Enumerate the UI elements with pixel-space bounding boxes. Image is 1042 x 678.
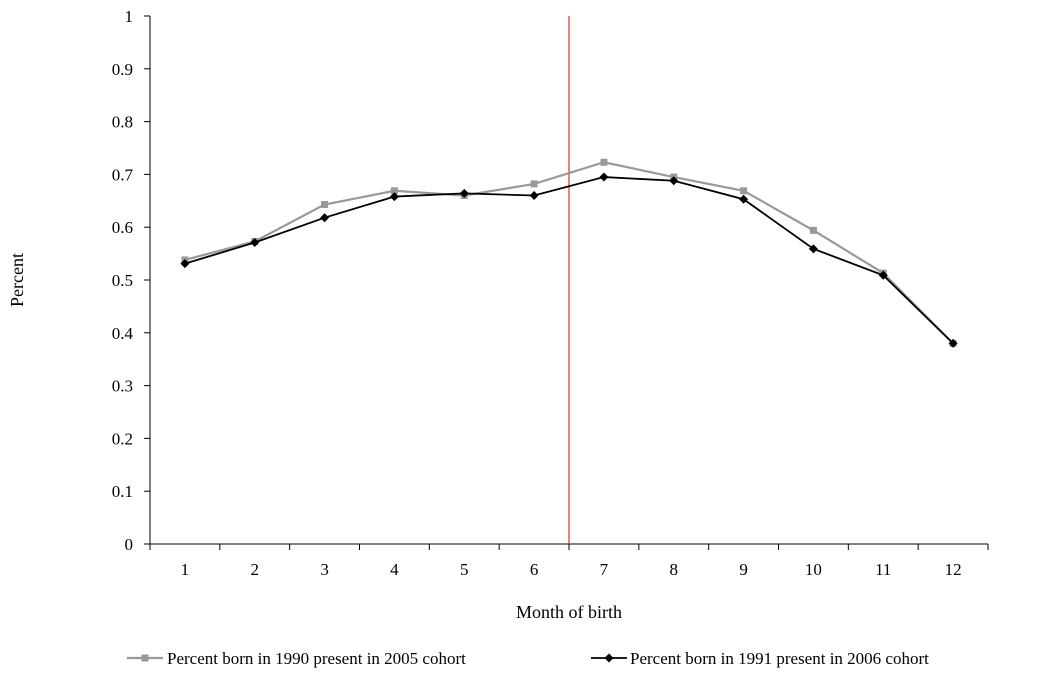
x-tick-label: 1 <box>181 560 190 579</box>
x-tick-label: 6 <box>530 560 539 579</box>
data-point <box>669 176 679 186</box>
legend-item-1: Percent born in 1990 present in 2005 coh… <box>127 649 466 668</box>
legend-label: Percent born in 1991 present in 2006 coh… <box>630 649 929 668</box>
data-point <box>809 226 817 234</box>
legend: Percent born in 1990 present in 2005 coh… <box>127 649 929 668</box>
y-tick-label: 0.9 <box>112 60 133 79</box>
legend-label: Percent born in 1990 present in 2005 coh… <box>167 649 466 668</box>
x-tick-label: 11 <box>875 560 891 579</box>
data-point <box>320 213 330 223</box>
series-2 <box>180 172 958 348</box>
y-tick-label: 0.2 <box>112 429 133 448</box>
axis-labels: Month of birth Percent <box>7 253 622 622</box>
data-point <box>180 259 190 269</box>
y-tick-label: 0.4 <box>112 324 134 343</box>
x-tick-label: 8 <box>670 560 679 579</box>
x-tick-label: 5 <box>460 560 469 579</box>
x-tick-label: 7 <box>600 560 609 579</box>
data-point <box>390 187 398 195</box>
data-point <box>529 191 539 201</box>
x-tick-label: 4 <box>390 560 399 579</box>
series-layer <box>180 158 958 348</box>
data-point <box>321 200 329 208</box>
series-line <box>184 176 954 345</box>
data-point <box>878 270 888 280</box>
x-axis-title: Month of birth <box>516 602 622 622</box>
data-point <box>948 338 958 348</box>
data-point <box>739 194 749 204</box>
x-tick-label: 12 <box>945 560 962 579</box>
data-point <box>250 238 260 248</box>
y-tick-label: 0.8 <box>112 113 133 132</box>
data-point <box>599 172 609 182</box>
legend-item-2: Percent born in 1991 present in 2006 coh… <box>591 649 929 668</box>
y-tick-label: 0.1 <box>112 482 133 501</box>
y-tick-label: 0.3 <box>112 377 133 396</box>
data-point <box>740 187 748 195</box>
legend-swatch-marker <box>141 654 149 662</box>
data-point <box>389 192 399 202</box>
data-point <box>459 188 469 198</box>
legend-swatch-marker <box>604 653 614 663</box>
y-tick-label: 1 <box>125 7 134 26</box>
y-tick-label: 0.6 <box>112 218 133 237</box>
y-tick-label: 0.7 <box>112 165 134 184</box>
data-point <box>600 158 608 166</box>
x-tick-label: 2 <box>251 560 260 579</box>
y-tick-label: 0.5 <box>112 271 133 290</box>
y-tick-label: 0 <box>125 535 134 554</box>
series-line <box>184 161 954 345</box>
axes: 00.10.20.30.40.50.60.70.80.911 2 3 4 5 6 7 8 9 10… <box>112 7 989 579</box>
x-tick-label: 9 <box>739 560 748 579</box>
x-tick-label: 10 <box>805 560 822 579</box>
y-axis-title: Percent <box>7 253 27 307</box>
data-point <box>808 244 818 254</box>
data-point <box>530 180 538 188</box>
x-tick-label: 3 <box>320 560 329 579</box>
